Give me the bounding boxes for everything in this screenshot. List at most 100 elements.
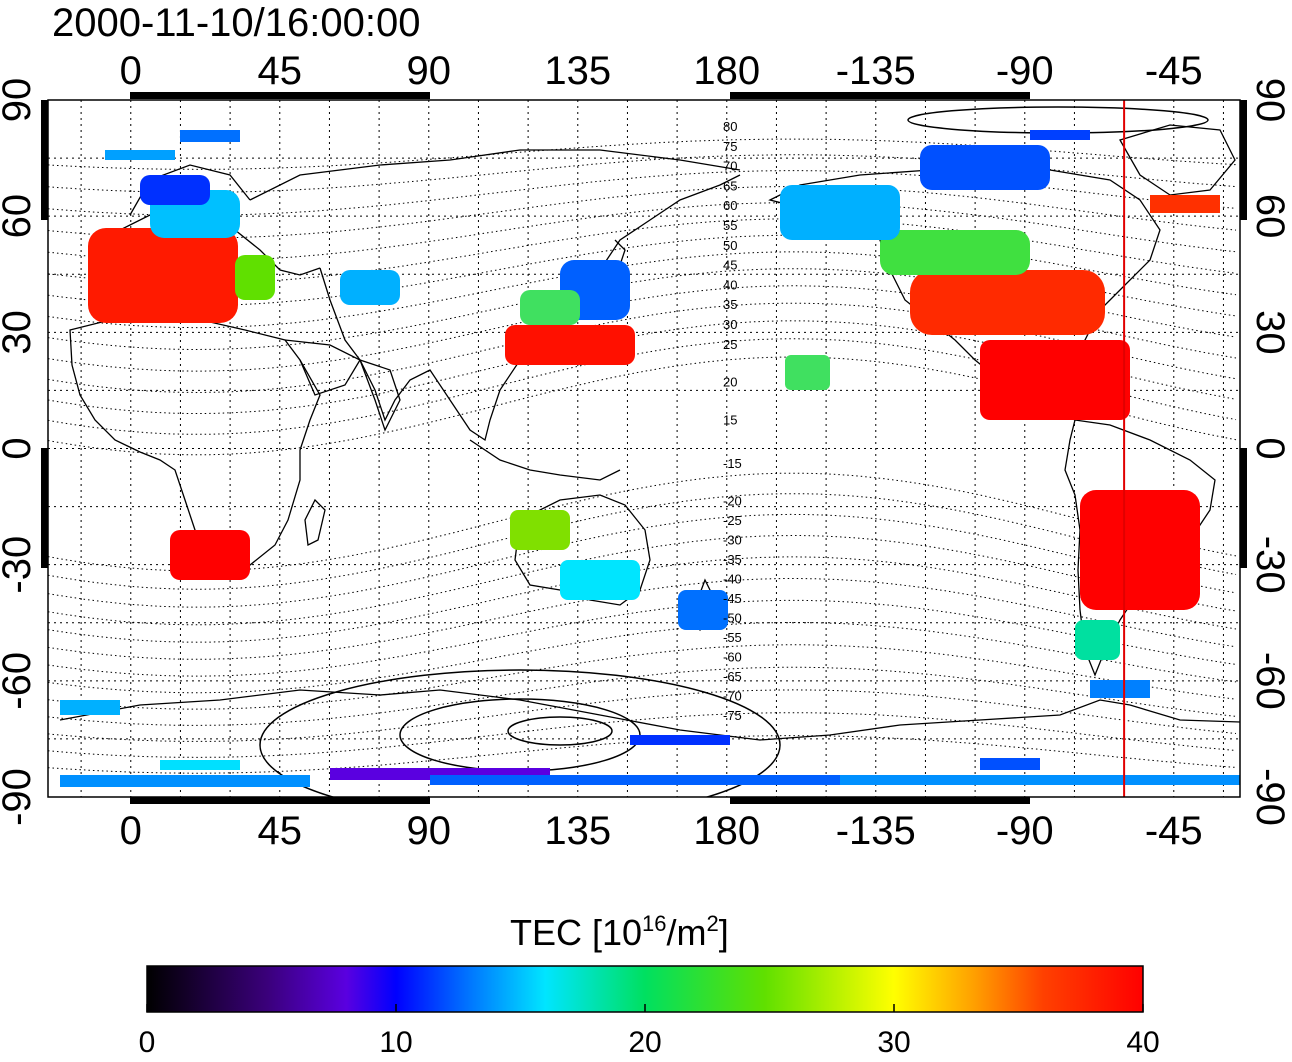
- mlat-label: -45: [723, 591, 742, 606]
- tec-cell-new-zealand: [678, 590, 728, 630]
- tec-cell-europe-north: [140, 175, 210, 205]
- tec-cell-e-asia-green: [520, 290, 580, 325]
- mlat-label: -15: [723, 456, 742, 471]
- lat-tick-left: 60: [0, 194, 39, 239]
- mlat-contour: [48, 285, 1237, 372]
- lat-tick-left: -60: [0, 652, 39, 710]
- mlat-contour: [48, 338, 1237, 435]
- colorbar-ticks: 0 10 20 30 40: [139, 1004, 1160, 1059]
- mlat-contour: [48, 599, 1237, 677]
- tec-cell-caribbean: [980, 340, 1130, 420]
- mlat-contour: [48, 154, 1237, 193]
- colorbar-title: TEC [1016/m2]: [510, 911, 729, 953]
- colorbar-title-main: TEC [10: [510, 912, 642, 953]
- mlat-label: 15: [723, 412, 737, 427]
- colorbar-tick-label: 20: [628, 1026, 661, 1057]
- north-pole-oval: [907, 106, 1209, 134]
- tec-cell-s-america: [1080, 490, 1200, 610]
- lon-tick-bottom: 135: [544, 809, 611, 853]
- tec-cell-antarctic-7: [980, 758, 1040, 770]
- lat-tick-left: -30: [0, 536, 39, 594]
- tec-cell-europe-edge: [235, 255, 275, 300]
- mlat-contour: [48, 535, 1237, 626]
- tec-cell-n-america-north: [780, 185, 900, 240]
- mlat-label: 25: [723, 337, 737, 352]
- mlat-contour: [48, 578, 1237, 660]
- colorbar-tick-label: 0: [139, 1026, 156, 1057]
- mlat-contour: [48, 320, 1237, 414]
- mlat-label: -20: [723, 494, 742, 509]
- longitude-ticks-bottom: 0 45 90 135 180 -135 -90 -45: [120, 809, 1203, 853]
- border-bar-left: [41, 100, 48, 220]
- tec-cell-scandinavia: [180, 130, 240, 142]
- longitude-ticks-top: 0 45 90 135 180 -135 -90 -45: [120, 49, 1203, 93]
- colorbar-tick-label: 10: [379, 1026, 412, 1057]
- lat-tick-left: 90: [0, 78, 39, 123]
- mlat-contour: [48, 302, 1237, 394]
- lat-tick-right: -90: [1248, 768, 1292, 826]
- latitude-ticks-left: 90 60 30 0 -30 -60 -90: [0, 78, 39, 826]
- colorbar-tick-label: 30: [877, 1026, 910, 1057]
- tec-cell-antarctic-8: [1090, 680, 1150, 698]
- mlat-contour: [48, 712, 1237, 758]
- colorbar-tick-label: 40: [1126, 1026, 1159, 1057]
- lon-tick-bottom: 45: [258, 809, 303, 853]
- lon-tick-bottom: -45: [1145, 809, 1203, 853]
- mlat-label: -65: [723, 669, 742, 684]
- border-bar-top: [130, 92, 430, 99]
- lat-tick-right: 60: [1248, 194, 1292, 239]
- south-pole-oval-inner: [507, 716, 613, 746]
- magnetic-latitude-labels: 80 75 70 65 60 55 50 45 40 35 30 25 20 15 -15 -20 -25 -30…: [723, 119, 742, 723]
- coast-indonesia: [469, 439, 621, 481]
- mlat-label: -60: [723, 650, 742, 665]
- mlat-label: 65: [723, 178, 737, 193]
- tec-cell-antarctic-5: [60, 700, 120, 715]
- mlat-contour: [48, 185, 1237, 239]
- lat-tick-left: 0: [0, 437, 39, 459]
- mlat-label: -50: [723, 611, 742, 626]
- lon-tick-top: -45: [1145, 49, 1203, 93]
- border-bar-right: [1240, 100, 1247, 220]
- coast-madagascar: [304, 498, 326, 546]
- map-timestamp-title: 2000-11-10/16:00:00: [52, 1, 420, 45]
- mlat-label: 55: [723, 218, 737, 233]
- lon-tick-bottom: 90: [407, 809, 452, 853]
- mlat-label: -75: [723, 708, 742, 723]
- mlat-label: 20: [723, 375, 737, 390]
- tec-cell-australia-w: [510, 510, 570, 550]
- lat-tick-right: 0: [1248, 437, 1292, 459]
- border-bar-left-2: [41, 448, 48, 568]
- lat-tick-right: -60: [1248, 652, 1292, 710]
- tec-cell-australia-e: [560, 560, 640, 600]
- tec-cell-c-asia: [340, 270, 400, 305]
- frame-border-bars: [41, 92, 1247, 804]
- border-bar-right-2: [1240, 448, 1247, 568]
- lon-tick-top: -135: [836, 49, 916, 93]
- mlat-label: 80: [723, 119, 737, 134]
- lon-tick-top: 135: [544, 49, 611, 93]
- mlat-label: -55: [723, 630, 742, 645]
- colorbar-title-sup1: 16: [642, 911, 666, 936]
- lon-tick-bottom: 180: [693, 809, 760, 853]
- mlat-contour: [48, 170, 1237, 216]
- mlat-contour: [48, 138, 1237, 170]
- mlat-contour: [48, 234, 1237, 306]
- tec-cell-europe-high: [88, 228, 238, 323]
- mlat-label: 40: [723, 277, 737, 292]
- mlat-contour: [48, 513, 1237, 608]
- tec-cell-pacific: [785, 355, 830, 390]
- mlat-contour: [48, 556, 1237, 643]
- border-bar-bottom: [130, 797, 430, 804]
- tec-cell-s-africa: [170, 530, 250, 580]
- tec-cell-n-america-red: [910, 270, 1105, 335]
- coast-arabia: [284, 339, 361, 396]
- lon-tick-top: 90: [407, 49, 452, 93]
- mlat-label: 70: [723, 159, 737, 174]
- tec-cell-antarctic-4: [840, 775, 1240, 785]
- mlat-label: 35: [723, 297, 737, 312]
- coast-asia: [249, 149, 741, 442]
- coast-antarctica: [59, 689, 1240, 741]
- border-bar-top-2: [730, 92, 1030, 99]
- mlat-label: -40: [723, 572, 742, 587]
